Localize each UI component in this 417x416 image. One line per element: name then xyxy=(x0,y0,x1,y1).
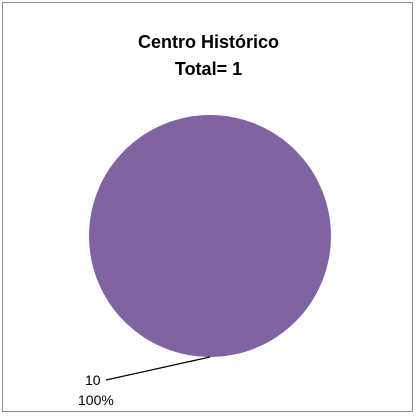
chart-title: Centro Histórico xyxy=(137,32,279,52)
pie-slice-0 xyxy=(89,115,331,357)
slice-value-label: 10 xyxy=(85,372,101,388)
leader-line xyxy=(105,356,211,381)
slice-percent-label: 100% xyxy=(78,392,114,408)
chart-subtitle: Total= 1 xyxy=(174,59,243,79)
